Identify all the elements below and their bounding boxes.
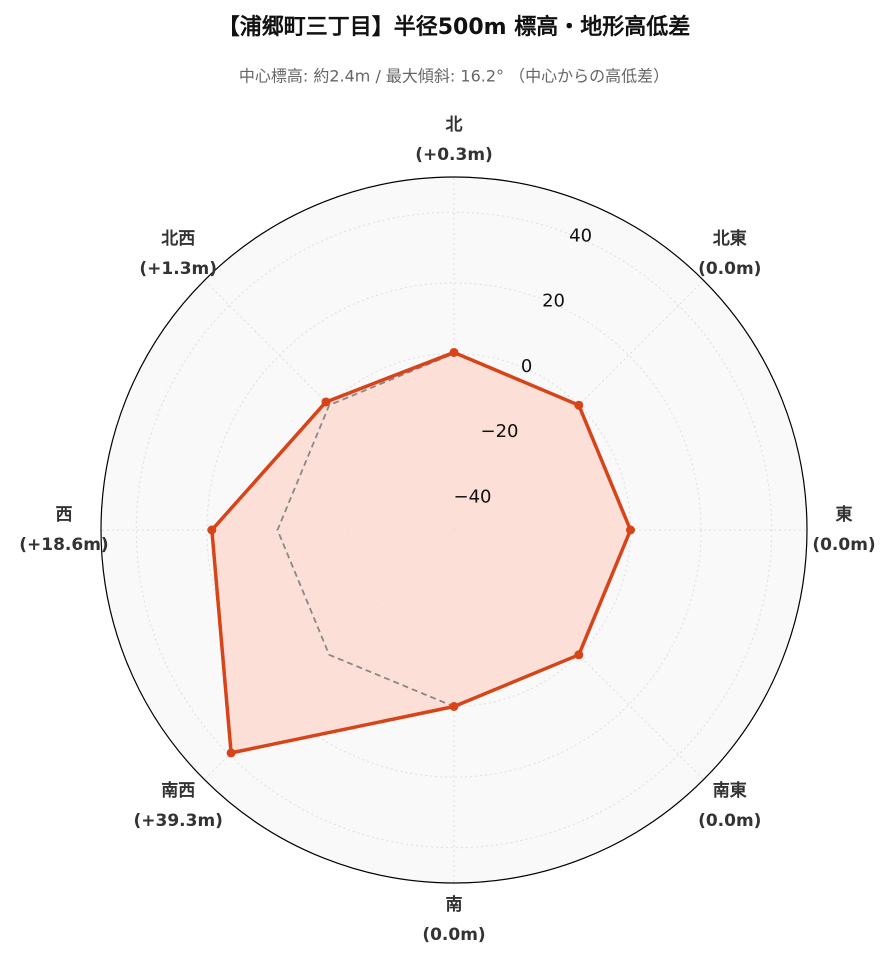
data-point [449, 702, 459, 711]
value-label: (0.0m) [698, 259, 761, 279]
value-label: (+0.3m) [415, 145, 493, 165]
category-label: 南東 [713, 780, 747, 801]
data-point [574, 650, 584, 660]
plot-border [100, 176, 808, 884]
value-label: (0.0m) [422, 925, 485, 945]
value-label: (+1.3m) [139, 259, 217, 279]
r-tick-label: −40 [454, 486, 492, 507]
data-point [321, 397, 331, 407]
chart-title: 【浦郷町三丁目】半径500m 標高・地形高低差 [218, 14, 691, 40]
category-label: 北東 [713, 228, 747, 249]
r-tick-label: 20 [542, 291, 565, 312]
value-label: (0.0m) [698, 811, 761, 831]
chart-subtitle: 中心標高: 約2.4m / 最大傾斜: 16.2° （中心からの高低差） [239, 67, 669, 86]
data-point [574, 400, 584, 410]
data-point [226, 748, 236, 758]
category-label: 西 [56, 505, 73, 525]
grid-circle [135, 211, 773, 849]
r-tick-label: −20 [481, 421, 519, 442]
r-tick-label: 40 [569, 225, 592, 246]
data-point [207, 525, 217, 535]
category-label: 東 [836, 504, 853, 525]
grid-circle [206, 282, 702, 778]
category-label: 北西 [161, 229, 195, 249]
category-label: 南西 [161, 780, 195, 801]
value-label: (+18.6m) [19, 535, 108, 555]
category-label: 北 [446, 115, 463, 135]
series-area [211, 352, 631, 753]
value-label: (+39.3m) [134, 811, 223, 831]
data-point [449, 347, 459, 357]
value-label: (0.0m) [812, 535, 875, 555]
r-tick-label: 0 [521, 356, 532, 377]
category-label: 南 [446, 894, 463, 915]
data-point [626, 525, 635, 535]
